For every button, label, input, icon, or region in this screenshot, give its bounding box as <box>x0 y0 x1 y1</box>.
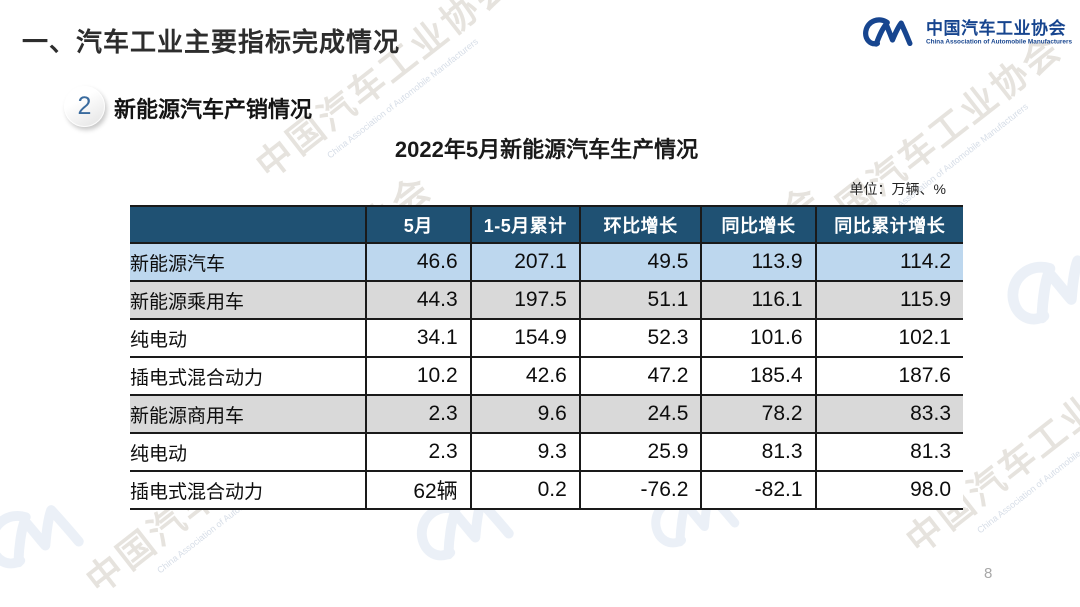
value-cell: 44.3 <box>364 280 472 320</box>
value-cell: 2.3 <box>364 394 472 434</box>
table-row: 纯电动 2.3 9.3 25.9 81.3 81.3 <box>130 432 963 472</box>
value-cell: 24.5 <box>578 394 703 434</box>
value-cell: 83.3 <box>814 394 963 434</box>
watermark-logo-icon <box>991 233 1080 342</box>
value-cell: 187.6 <box>814 356 963 396</box>
table-header-row: 5月 1-5月累计 环比增长 同比增长 同比累计增长 <box>130 205 963 244</box>
row-label: 纯电动 <box>130 432 367 472</box>
table-title: 2022年5月新能源汽车生产情况 <box>394 137 699 162</box>
caam-logo-icon <box>860 12 918 54</box>
unit-note: 单位：万辆、% <box>849 181 946 197</box>
value-cell: 113.9 <box>700 242 817 282</box>
value-cell: 185.4 <box>700 356 817 396</box>
value-cell: 9.3 <box>469 432 581 472</box>
value-cell: 62辆 <box>364 470 472 510</box>
value-cell: 47.2 <box>578 356 703 396</box>
table-row: 新能源乘用车 44.3 197.5 51.1 116.1 115.9 <box>130 280 963 320</box>
column-header: 环比增长 <box>578 205 703 244</box>
value-cell: 114.2 <box>814 242 963 282</box>
caam-logo: 中国汽车工业协会 China Association of Automobile… <box>860 12 1080 54</box>
row-label: 新能源商用车 <box>130 394 367 434</box>
table-row: 新能源商用车 2.3 9.6 24.5 78.2 83.3 <box>130 394 963 434</box>
watermark-logo-icon <box>0 485 98 586</box>
value-cell: 154.9 <box>469 318 581 358</box>
row-label: 插电式混合动力 <box>130 356 367 396</box>
caam-logo-name-cn: 中国汽车工业协会 <box>926 18 1066 38</box>
value-cell: 46.6 <box>364 242 472 282</box>
row-label: 新能源汽车 <box>130 242 367 282</box>
column-header: 1-5月累计 <box>469 205 581 244</box>
page-number: 8 <box>984 565 993 582</box>
column-header: 同比累计增长 <box>814 205 963 244</box>
value-cell: 115.9 <box>814 280 963 320</box>
value-cell: 2.3 <box>364 432 472 472</box>
value-cell: 42.6 <box>469 356 581 396</box>
value-cell: 197.5 <box>469 280 581 320</box>
row-label: 新能源乘用车 <box>130 280 367 320</box>
section-number: 2 <box>77 92 92 120</box>
value-cell: -82.1 <box>700 470 817 510</box>
value-cell: 51.1 <box>578 280 703 320</box>
value-cell: 34.1 <box>364 318 472 358</box>
value-cell: 207.1 <box>469 242 581 282</box>
value-cell: 9.6 <box>469 394 581 434</box>
value-cell: 52.3 <box>578 318 703 358</box>
table-row: 插电式混合动力 10.2 42.6 47.2 185.4 187.6 <box>130 356 963 396</box>
table-row: 插电式混合动力 62辆 0.2 -76.2 -82.1 98.0 <box>130 470 963 510</box>
value-cell: 101.6 <box>700 318 817 358</box>
row-label: 插电式混合动力 <box>130 470 367 510</box>
value-cell: 49.5 <box>578 242 703 282</box>
value-cell: 102.1 <box>814 318 963 358</box>
column-header: 同比增长 <box>700 205 817 244</box>
value-cell: 25.9 <box>578 432 703 472</box>
value-cell: 0.2 <box>469 470 581 510</box>
section-title: 新能源汽车产销情况 <box>114 97 313 122</box>
section-number-badge: 2 <box>64 86 105 127</box>
value-cell: 10.2 <box>364 356 472 396</box>
table-row: 新能源汽车 46.6 207.1 49.5 113.9 114.2 <box>130 242 963 282</box>
caam-logo-text: 中国汽车工业协会 China Association of Automobile… <box>926 19 1080 48</box>
value-cell: 116.1 <box>700 280 817 320</box>
value-cell: -76.2 <box>578 470 703 510</box>
column-header: 5月 <box>364 205 472 244</box>
value-cell: 78.2 <box>700 394 817 434</box>
page-title: 一、汽车工业主要指标完成情况 <box>22 27 401 57</box>
value-cell: 81.3 <box>814 432 963 472</box>
table-row: 纯电动 34.1 154.9 52.3 101.6 102.1 <box>130 318 963 358</box>
value-cell: 98.0 <box>814 470 963 510</box>
caam-logo-name-en: China Association of Automobile Manufact… <box>926 38 1073 46</box>
column-header <box>130 205 367 244</box>
value-cell: 81.3 <box>700 432 817 472</box>
row-label: 纯电动 <box>130 318 367 358</box>
nev-production-table: 5月 1-5月累计 环比增长 同比增长 同比累计增长 新能源汽车 46.6 207.1 49.5… <box>130 205 963 510</box>
